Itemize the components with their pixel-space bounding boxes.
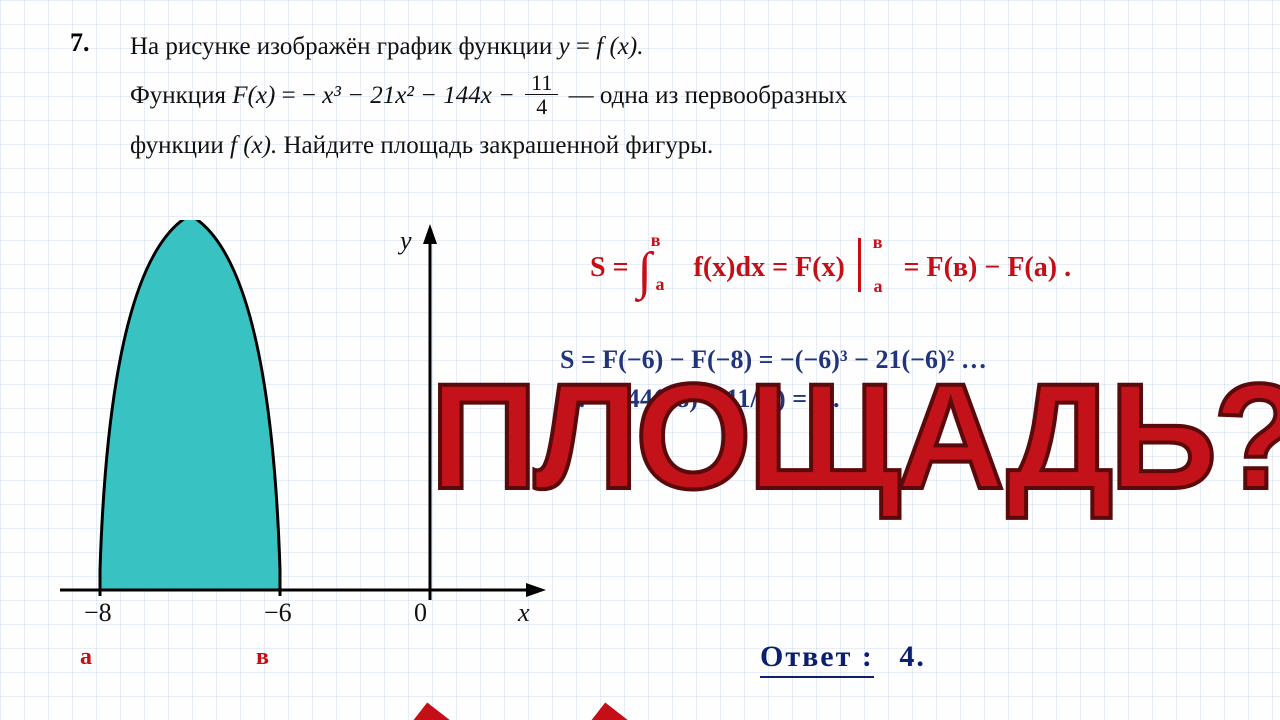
text-fragment: Найдите площадь закрашенной фигуры.	[283, 132, 713, 159]
shaded-area	[100, 220, 280, 590]
integral-upper: в	[651, 230, 661, 250]
problem-number: 7.	[70, 28, 106, 172]
fraction-denominator: 4	[525, 95, 558, 119]
answer-label: Ответ :	[760, 640, 874, 678]
text-fragment: — одна из первообразных	[569, 82, 847, 109]
text-fragment: =	[576, 33, 596, 60]
formula-S: S	[590, 252, 606, 283]
problem-line-1: На рисунке изображён график функции y = …	[130, 28, 847, 67]
eval-lower: a	[874, 276, 883, 296]
formula-eq2: = F(x)	[772, 252, 845, 283]
math-F: F(x)	[232, 82, 275, 109]
annotation-b: в	[256, 644, 269, 671]
eval-upper: в	[873, 232, 883, 252]
problem-line-2: Функция F(x) = − x³ − 21x² − 144x − 11 4…	[130, 73, 847, 121]
y-axis-arrow-icon	[423, 224, 437, 244]
integral-lower: a	[656, 274, 665, 294]
formula-rhs: = F(в) − F(a) .	[904, 252, 1072, 283]
page-content: 7. На рисунке изображён график функции y…	[0, 0, 1280, 184]
answer-block: Ответ : 4.	[760, 640, 926, 678]
formula-eq: =	[613, 252, 636, 283]
problem-text: На рисунке изображён график функции y = …	[130, 28, 847, 172]
math-var: y	[559, 33, 570, 60]
annotation-a: a	[80, 644, 92, 671]
problem-line-3: функции f (x). Найдите площадь закрашенн…	[130, 127, 847, 166]
y-axis-label: y	[400, 226, 412, 256]
text-fragment: Функция	[130, 82, 232, 109]
math-expr: f (x).	[230, 132, 277, 159]
fraction-numerator: 11	[525, 71, 558, 95]
answer-value: 4.	[899, 640, 926, 673]
x-axis-arrow-icon	[526, 583, 546, 597]
text-fragment: функции	[130, 132, 230, 159]
text-fragment: На рисунке изображён график функции	[130, 33, 559, 60]
integral-sign-icon: ∫	[638, 243, 652, 300]
area-formula: S = ∫ в a f(x)dx = F(x) в a = F(в) − F(a…	[590, 238, 1071, 298]
arrow-to-b-icon	[270, 624, 790, 720]
headline-word: ПЛОЩАДЬ?	[430, 350, 1280, 523]
fraction: 11 4	[525, 71, 558, 119]
integrand: f(x)dx	[694, 252, 766, 283]
eval-bar-icon	[858, 238, 861, 292]
text-fragment: = −	[282, 82, 316, 109]
problem-block: 7. На рисунке изображён график функции y…	[70, 28, 1244, 172]
math-expr: f (x).	[596, 33, 643, 60]
math-expr: x³ − 21x² − 144x −	[322, 82, 521, 109]
